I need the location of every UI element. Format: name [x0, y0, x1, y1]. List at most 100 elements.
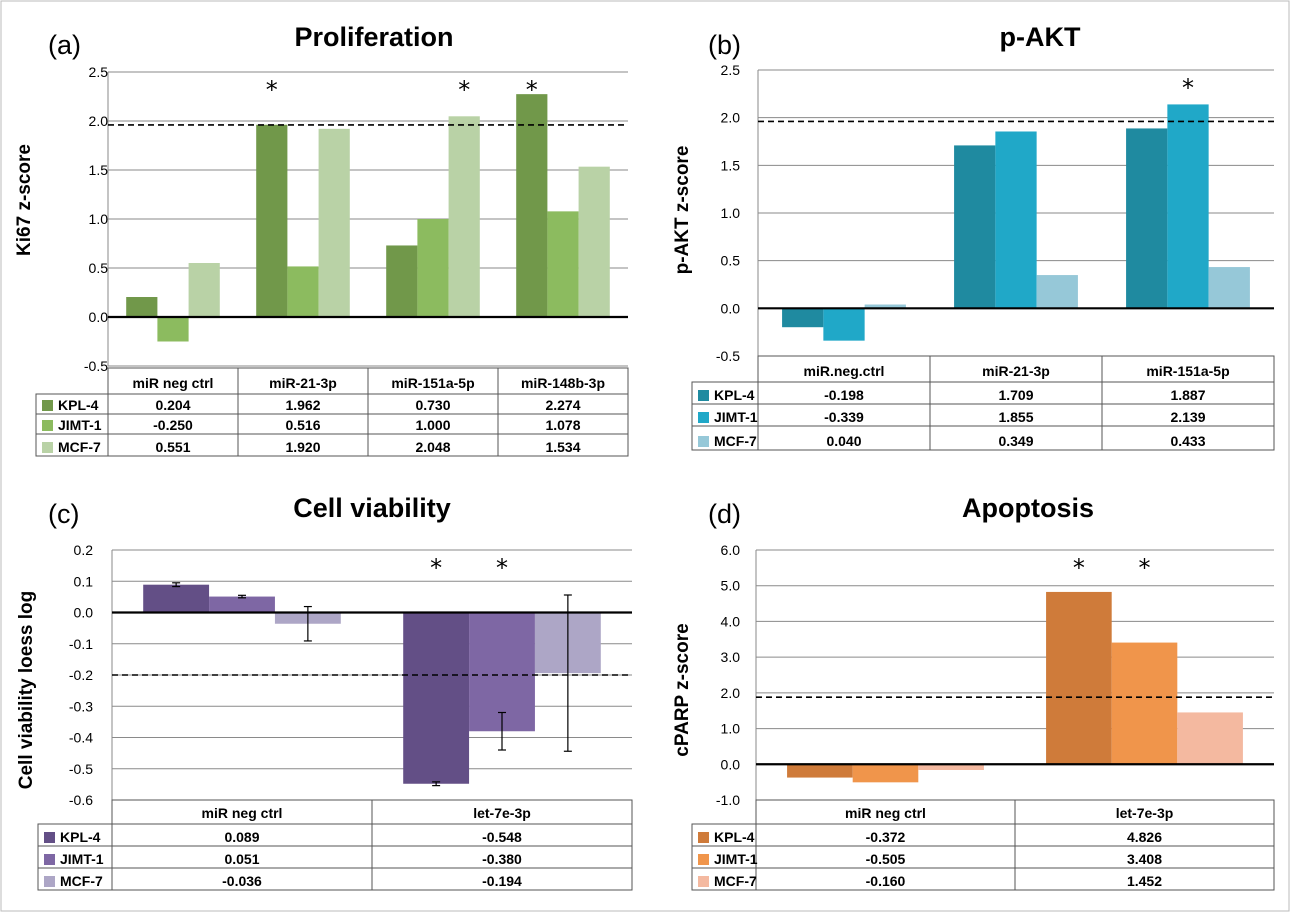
panel-label: (b)	[708, 30, 741, 60]
data-value-label: 1.078	[545, 417, 580, 433]
bar-mcf-7	[448, 116, 480, 318]
bar-jimt-1	[469, 612, 535, 732]
y-tick-label: 0.2	[74, 542, 94, 558]
legend-swatch	[44, 832, 55, 843]
legend-swatch	[42, 442, 53, 453]
data-value-label: 1.534	[545, 439, 580, 455]
significance-star: *	[496, 554, 508, 582]
legend-swatch	[42, 420, 53, 431]
bar-kpl-4	[403, 612, 470, 784]
y-tick-label: 0.5	[721, 253, 741, 269]
data-value-label: 2.274	[545, 397, 580, 413]
bar-kpl-4	[782, 308, 824, 328]
legend-swatch	[698, 832, 709, 843]
x-category-label: miR neg ctrl	[845, 805, 926, 821]
legend-label: MCF-7	[60, 873, 103, 889]
chart-title: p-AKT	[1000, 22, 1081, 52]
bar-jimt-1	[823, 308, 865, 341]
y-tick-label: -1.0	[716, 792, 740, 808]
y-tick-label: 2.0	[89, 113, 109, 129]
bar-kpl-4	[256, 124, 288, 317]
x-category-label: let-7e-3p	[1116, 805, 1174, 821]
x-category-label: miR-151a-5p	[391, 375, 474, 391]
data-value-label: -0.198	[824, 387, 864, 403]
chart-title: Cell viability	[293, 493, 451, 523]
legend-label: KPL-4	[58, 397, 99, 413]
bar-mcf-7	[1208, 267, 1250, 309]
y-tick-label: 1.5	[721, 157, 741, 173]
y-tick-label: 2.0	[721, 685, 741, 701]
data-value-label: 0.089	[224, 829, 259, 845]
bar-jimt-1	[852, 764, 919, 783]
legend-swatch	[698, 436, 709, 447]
data-value-label: 1.920	[285, 439, 320, 455]
data-value-label: 1.709	[998, 387, 1033, 403]
legend-swatch	[44, 854, 55, 865]
legend-label: JIMT-1	[58, 417, 102, 433]
y-tick-label: -0.5	[84, 358, 108, 374]
data-value-label: 0.730	[415, 397, 450, 413]
chart-title: Proliferation	[294, 22, 453, 52]
data-value-label: -0.194	[482, 873, 522, 889]
y-tick-label: 4.0	[721, 613, 741, 629]
y-tick-label: 0.0	[74, 605, 94, 621]
y-tick-label: 3.0	[721, 649, 741, 665]
legend-swatch	[698, 876, 709, 887]
significance-star: *	[1139, 554, 1151, 582]
x-category-label: miR neg ctrl	[133, 375, 214, 391]
legend-label: JIMT-1	[714, 409, 758, 425]
y-tick-label: 1.0	[89, 211, 109, 227]
bar-kpl-4	[126, 297, 158, 317]
bar-kpl-4	[787, 764, 853, 778]
x-category-label: miR neg ctrl	[202, 805, 283, 821]
bar-mcf-7	[318, 128, 350, 317]
bar-jimt-1	[1167, 104, 1209, 309]
data-value-label: 0.051	[224, 851, 259, 867]
y-tick-label: 1.5	[89, 162, 109, 178]
legend-label: KPL-4	[714, 829, 755, 845]
significance-star: *	[1182, 74, 1194, 102]
data-value-label: 1.452	[1127, 873, 1162, 889]
data-value-label: 0.204	[155, 397, 190, 413]
legend-label: MCF-7	[714, 873, 757, 889]
legend-swatch	[698, 412, 709, 423]
y-tick-label: -0.2	[69, 667, 93, 683]
bar-kpl-4	[143, 584, 210, 613]
bar-mcf-7	[188, 263, 220, 317]
legend-swatch	[698, 854, 709, 865]
data-value-label: 1.855	[998, 409, 1033, 425]
bar-jimt-1	[1111, 642, 1178, 765]
bar-jimt-1	[157, 317, 189, 342]
y-tick-label: 0.0	[721, 756, 741, 772]
data-value-label: 3.408	[1127, 851, 1162, 867]
bar-mcf-7	[864, 304, 906, 309]
significance-star: *	[458, 76, 470, 104]
data-value-label: -0.339	[824, 409, 864, 425]
y-axis-label: Ki67 z-score	[14, 144, 35, 256]
legend-swatch	[44, 876, 55, 887]
bar-kpl-4	[516, 94, 548, 317]
x-category-label: miR-21-3p	[269, 375, 337, 391]
y-tick-label: 6.0	[721, 542, 741, 558]
data-value-label: 1.962	[285, 397, 320, 413]
data-value-label: -0.548	[482, 829, 522, 845]
data-value-label: 4.826	[1127, 829, 1162, 845]
significance-star: *	[266, 76, 278, 104]
legend-label: KPL-4	[714, 387, 755, 403]
panel-c: (c) Cell viability Cell viability loess lo…	[16, 493, 633, 891]
panel-label: (c)	[48, 499, 79, 529]
bar-kpl-4	[386, 245, 418, 317]
y-tick-label: -0.6	[69, 792, 93, 808]
legend-label: JIMT-1	[60, 851, 104, 867]
bar-jimt-1	[995, 131, 1037, 309]
y-tick-label: 5.0	[721, 578, 741, 594]
bar-jimt-1	[417, 219, 449, 317]
y-tick-label: -0.3	[69, 698, 93, 714]
significance-star: *	[430, 554, 442, 582]
legend-label: JIMT-1	[714, 851, 758, 867]
legend-label: MCF-7	[714, 433, 757, 449]
y-axis-label: p-AKT z-score	[672, 146, 693, 275]
data-value-label: -0.160	[866, 873, 906, 889]
data-value-label: -0.505	[866, 851, 906, 867]
x-category-label: miR-151a-5p	[1146, 363, 1229, 379]
